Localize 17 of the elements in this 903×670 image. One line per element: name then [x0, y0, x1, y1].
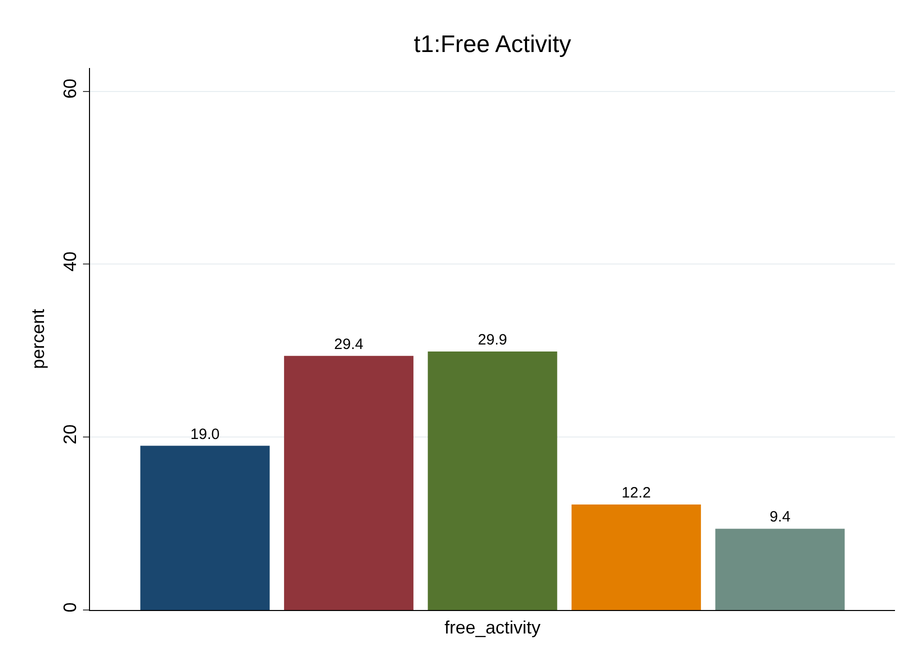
chart-title: t1:Free Activity [414, 30, 572, 58]
y-tick-label: 0 [60, 602, 80, 612]
x-axis-title: free_activity [444, 618, 541, 638]
data-label: 29.9 [478, 332, 508, 349]
data-label: 29.4 [334, 336, 364, 353]
bar [284, 356, 414, 610]
data-label: 9.4 [770, 508, 790, 526]
y-tick-label: 40 [60, 252, 80, 272]
bar [572, 504, 701, 610]
data-label: 19.0 [190, 426, 220, 443]
bar [140, 446, 270, 610]
y-axis-title: percent [28, 308, 48, 370]
y-tick-label: 60 [60, 78, 80, 99]
y-tick-label: 20 [60, 424, 80, 444]
bar [715, 528, 845, 610]
bar [428, 352, 558, 610]
data-label: 12.2 [622, 484, 651, 502]
